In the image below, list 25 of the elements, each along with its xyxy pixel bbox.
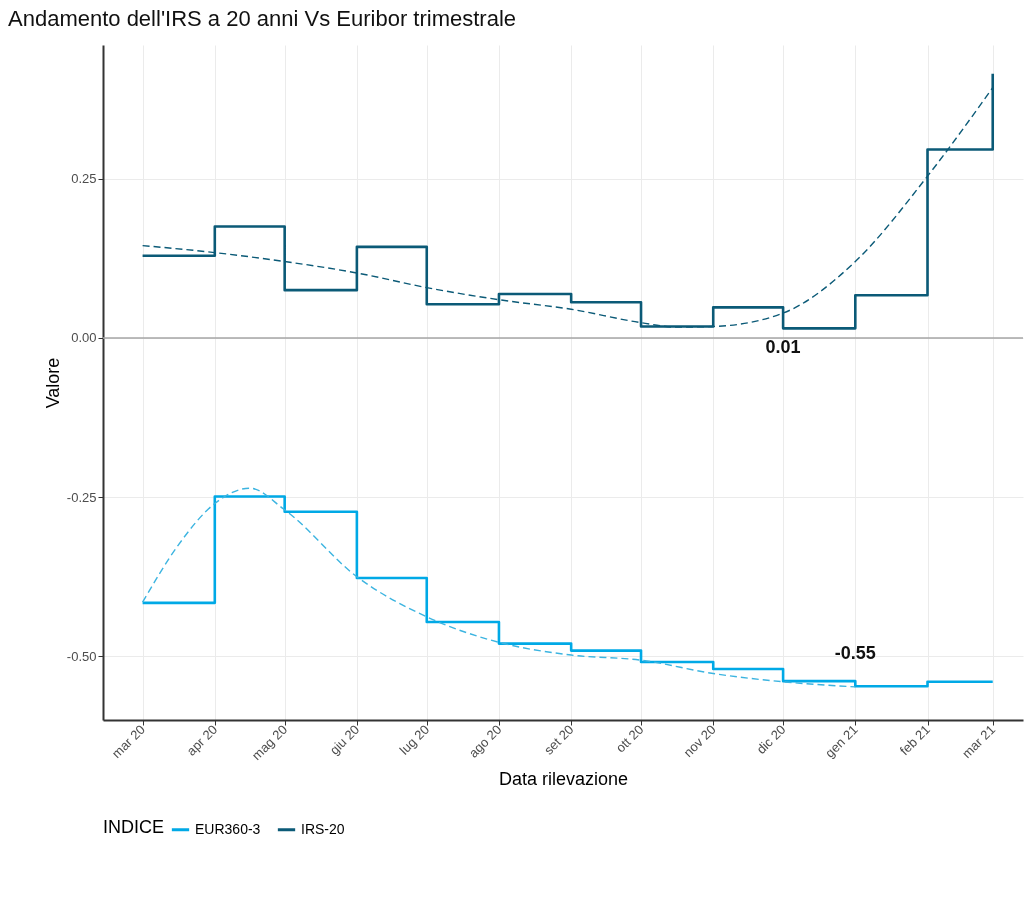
- x-axis-title: Data rilevazione: [498, 769, 629, 790]
- x-tick-label: lug 20: [396, 721, 433, 758]
- legend-title: INDICE: [103, 817, 165, 837]
- x-tick-label: nov 20: [680, 721, 719, 761]
- chart-title: Andamento dell'IRS a 20 anni Vs Euribor trimestrale: [8, 6, 517, 31]
- x-tick-label: ott 20: [612, 721, 647, 756]
- y-tick-label: 0.25: [71, 171, 97, 187]
- x-tick-label: dic 20: [753, 721, 789, 757]
- annotation: 0.01: [765, 337, 801, 358]
- x-tick-label: feb 21: [896, 721, 933, 759]
- y-tick-label: 0.00: [71, 330, 97, 346]
- x-tick-label: mar 21: [958, 721, 999, 762]
- y-axis-title: Valore: [42, 357, 63, 409]
- x-tick-label: mag 20: [248, 721, 291, 764]
- x-tick-label: giu 20: [326, 721, 363, 758]
- x-tick-label: mar 20: [108, 721, 149, 762]
- x-tick-label: gen 21: [822, 721, 861, 761]
- x-tick-label: set 20: [540, 721, 577, 758]
- y-tick-label: -0.25: [66, 489, 97, 505]
- annotation: -0.55: [834, 643, 876, 664]
- y-tick-label: -0.50: [66, 648, 97, 664]
- legend-label: IRS-20: [301, 820, 345, 837]
- x-tick-label: apr 20: [183, 721, 221, 759]
- x-tick-label: ago 20: [465, 721, 505, 761]
- legend-label: EUR360-3: [195, 820, 261, 837]
